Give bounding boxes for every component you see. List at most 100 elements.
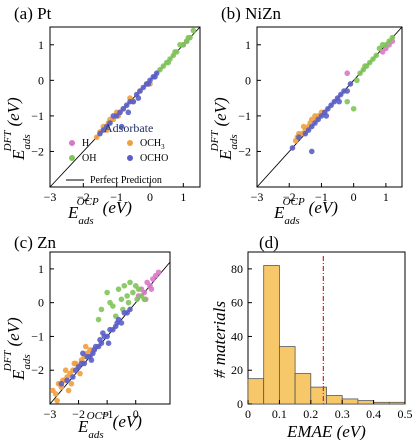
point-oh [386,38,392,45]
point-ocho [315,116,322,123]
point-oh [357,70,363,77]
point-ocho [118,320,125,326]
point-ocho [130,98,137,105]
point-och3 [65,387,72,394]
point-ocho [100,330,106,336]
point-ocho [347,81,354,87]
legend-line-label: Perfect Prediction [90,175,162,186]
point-ocho [100,127,107,133]
histogram-bar [326,395,343,405]
point-ocho [325,105,331,112]
histogram-bar [247,378,265,405]
point-oh [165,59,172,66]
panel-c-ytick-label: −1 [31,329,44,343]
point-ocho [305,127,312,133]
point-oh [383,41,389,48]
panel-a-ytick-label: 0 [38,73,44,87]
point-ocho [308,148,315,155]
panel-d-ytick-label: 20 [231,363,243,377]
point-ocho [127,306,133,313]
panel-d-ylabel: # materials [210,301,229,378]
legend-label-h: H [82,138,89,149]
point-ocho [70,374,76,380]
panel-b-ytick-label: 0 [245,73,251,87]
legend-label-ocho: OCHO [140,153,168,164]
point-och3 [54,397,60,404]
panel-c-xtick-label: 0 [133,407,139,421]
point-och3 [68,380,75,387]
point-och3 [82,343,89,350]
panel-b-xtick-label: −3 [251,190,264,204]
point-ocho [64,377,70,384]
panel-d-ytick-label: 80 [231,262,243,276]
legend-marker-ocho [127,155,133,161]
point-oh [121,282,128,289]
panel-d-xtick-label: 0.3 [335,407,350,421]
panel-b-xtick-label: −2 [283,190,296,204]
point-ocho [123,102,130,109]
point-oh [362,63,368,69]
panel-c-ytick-label: 0 [38,296,44,310]
point-ocho [107,120,113,126]
point-oh [366,59,373,66]
panel-d-title: (d) [259,233,279,252]
legend-marker-h [69,140,75,146]
point-h [379,49,386,55]
point-oh [130,289,136,296]
point-oh [104,289,110,296]
panel-d-ytick-label: 0 [237,397,243,411]
point-ocho [120,105,127,112]
point-oh [141,296,148,303]
panel-d-xlabel: EMAE (eV) [286,422,366,440]
panel-a-ytick-label: −1 [31,109,44,123]
panel-a-ytick-label: 1 [38,38,44,52]
histogram-bar [278,346,296,405]
point-ocho [104,333,110,340]
panel-d-xtick-label: 0 [245,407,251,421]
panel-d-xtick-label: 0.5 [398,407,413,421]
panel-c-xtick-label: −2 [72,407,85,421]
point-ocho [336,98,342,105]
panel-a-ticks: −3 −2 −1 0 1 −2 −1 0 1 [31,26,201,204]
point-ocho [91,347,98,353]
histogram-bar [294,373,312,405]
point-oh [98,306,105,313]
panel-d-ytick-label: 60 [231,296,243,310]
panel-b-nizn: (b) NiZn −3 −2 −1 0 1 −2 −1 0 1 EadsOCP (eV) Eads… [209,4,403,227]
point-ocho [302,130,309,137]
point-ocho [72,367,79,374]
panel-c-zn: (c) Zn −3 −2 −1 0−2−101 EadsOCP (eV) EadsDFT… [2,233,171,440]
point-ocho [152,73,158,80]
point-oh [376,45,383,52]
histogram-bar [357,400,374,405]
histogram-bar [341,398,359,405]
point-ocho [344,88,351,94]
panel-a-pt: (a) Pt −3 −2 −1 0 1 −2 −1 0 1 EadsOCP (eV) EadsDF… [2,4,201,227]
histogram-bar [373,401,390,405]
point-ocho [145,81,152,87]
point-ocho [323,113,330,119]
legend-title: Adsorbate [104,121,153,135]
point-ocho [105,340,112,347]
point-ocho [97,337,103,343]
panel-b-points [289,34,396,155]
point-ocho [318,113,325,119]
point-och3 [62,367,69,374]
point-oh [185,34,192,41]
point-ocho [337,91,344,98]
legend-marker-och3 [127,140,133,146]
panel-a-xtick-label: −1 [110,190,123,204]
point-h [148,286,155,292]
panel-b-xtick-label: 0 [351,190,357,204]
point-och3 [77,370,83,377]
point-ocho [113,113,120,119]
point-ocho [118,123,125,130]
point-ocho [97,130,103,137]
point-oh [134,296,140,303]
point-oh [127,279,133,286]
point-ocho [140,84,147,91]
panel-c-frame [49,251,171,405]
panel-b-frame [256,26,403,188]
panel-c-xtick-label: −1 [101,407,114,421]
